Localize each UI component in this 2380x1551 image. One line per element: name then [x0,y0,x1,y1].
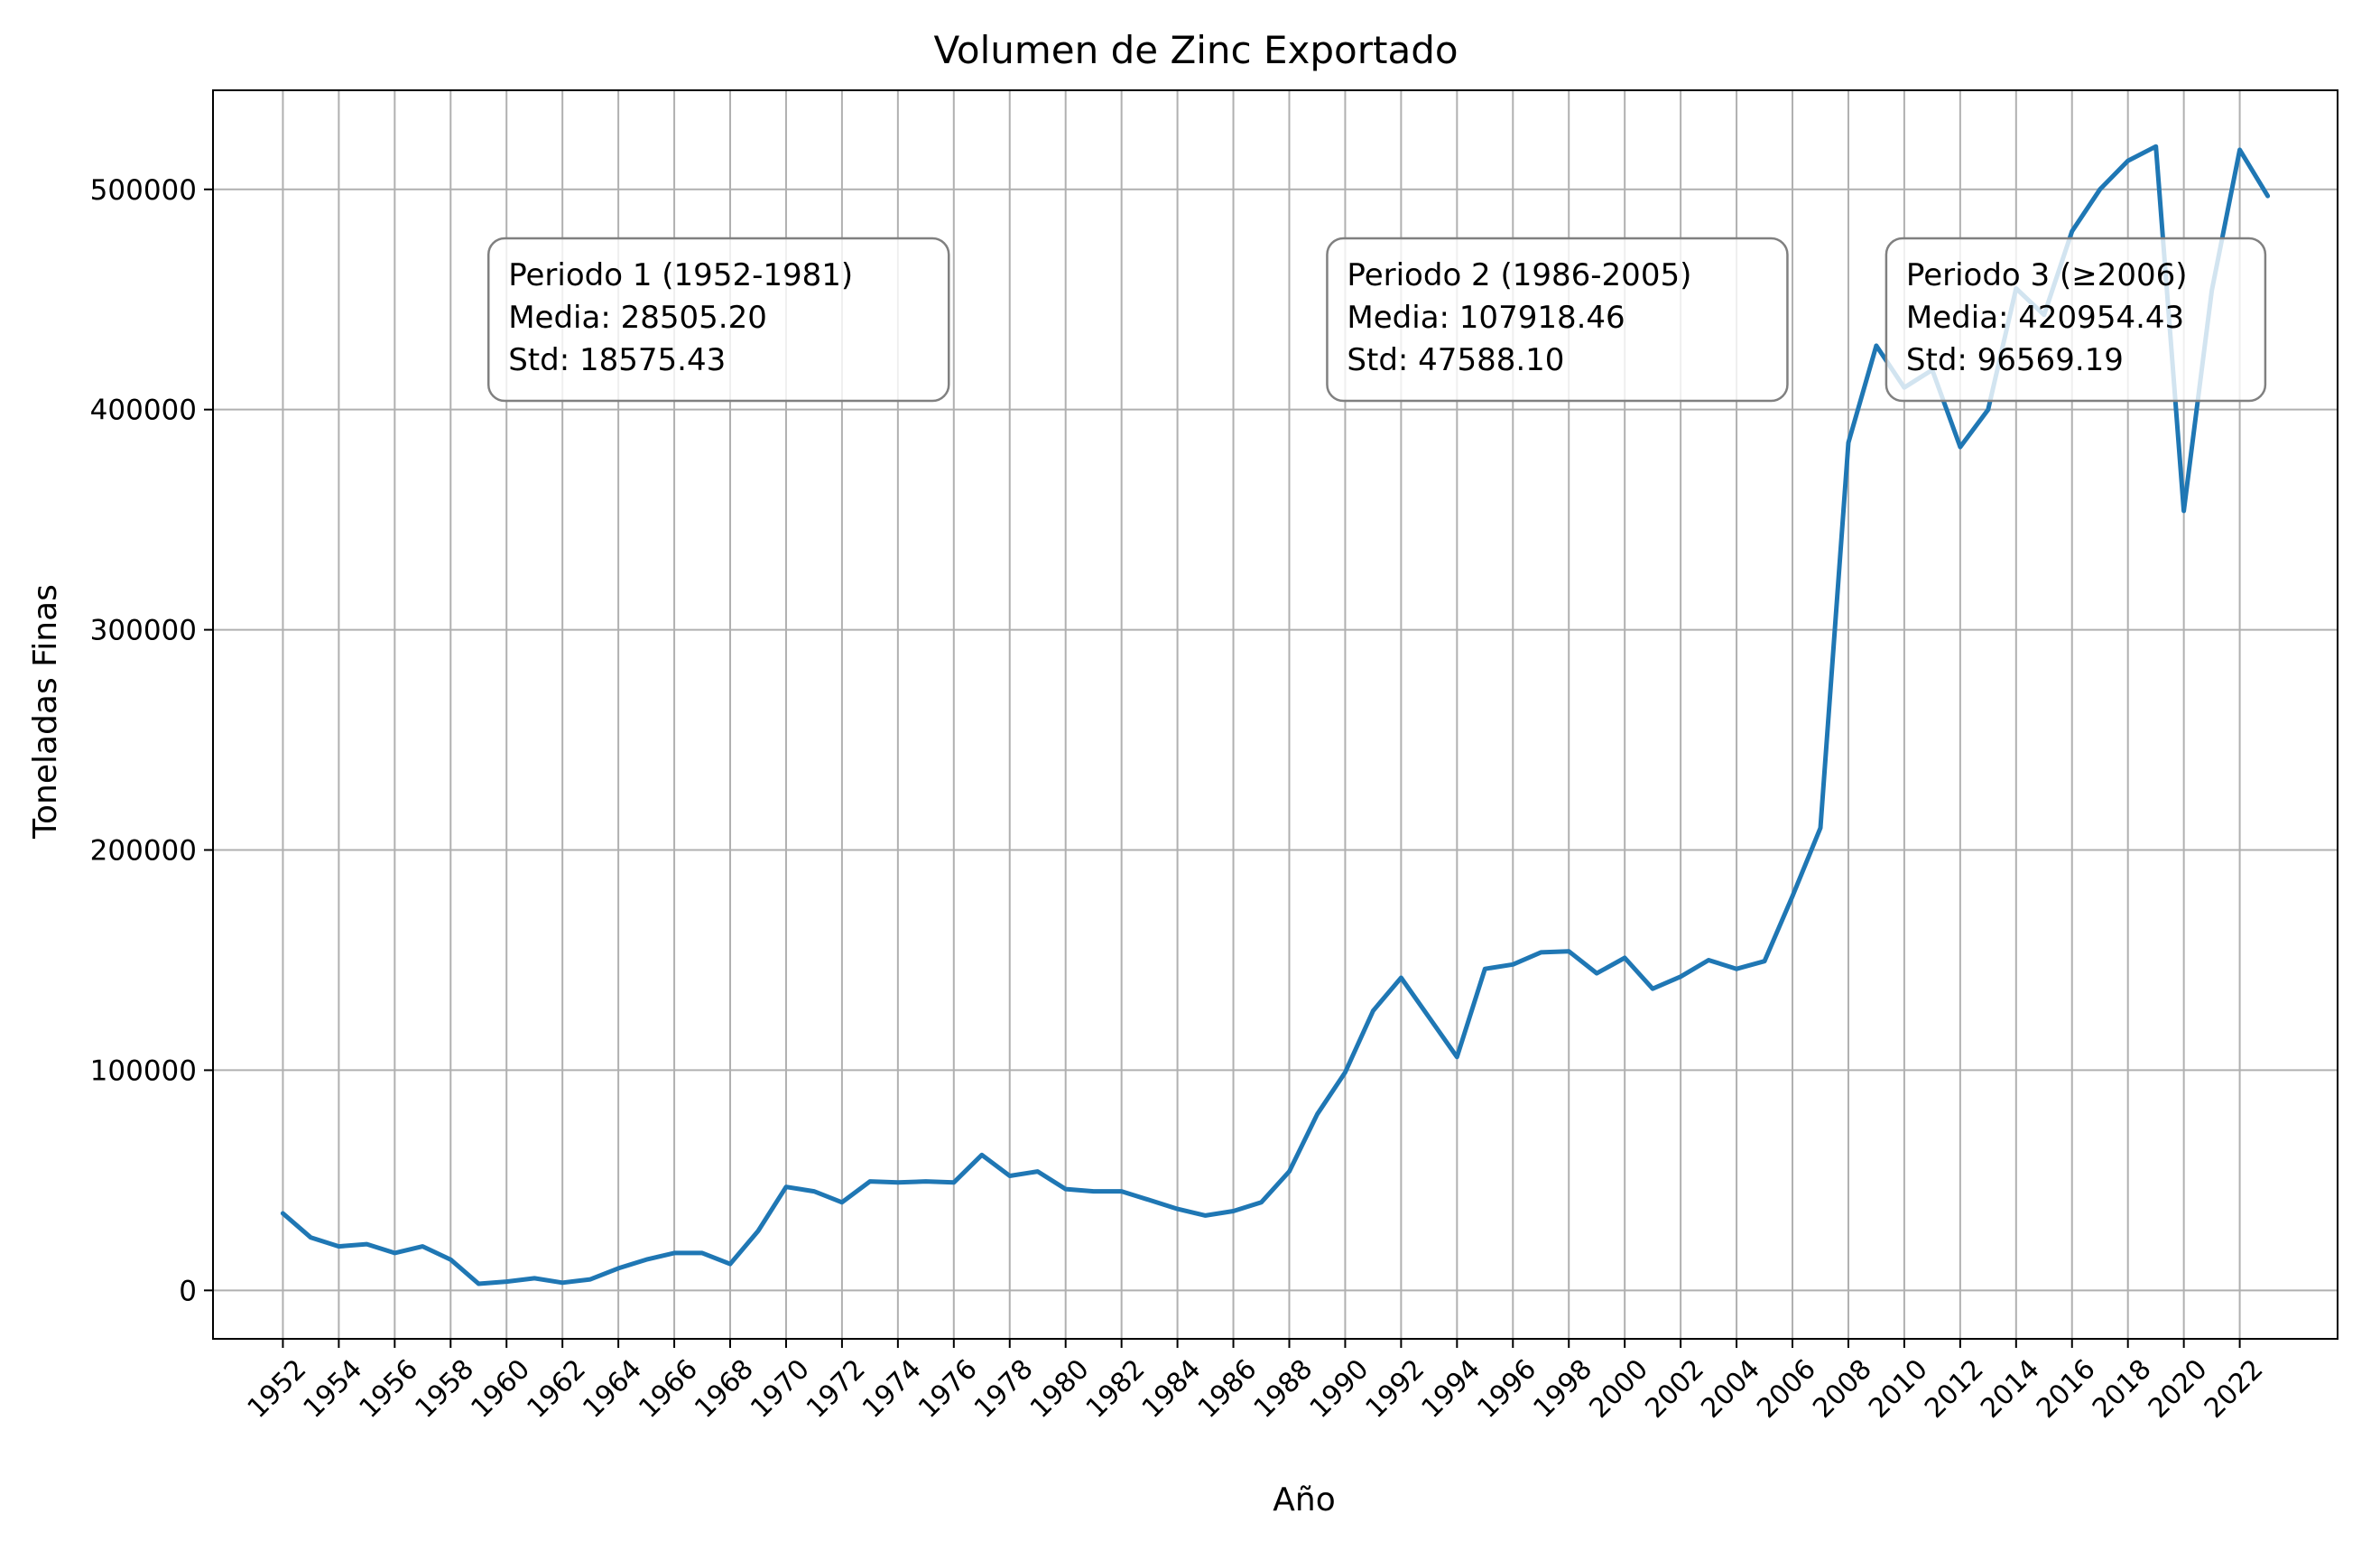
annotation-text: Std: 18575.43 [508,342,726,378]
annotation-frame [1885,237,2267,403]
y-tick-label: 300000 [90,615,197,647]
stats-annotation-box: Periodo 1 (1952-1981) Media: 28505.20 Std:… [486,237,950,403]
stats-annotation-box: Periodo 3 (≥2006) Media: 420954.43 Std: 96… [1885,237,2267,403]
x-axis-label: Año [1273,1481,1335,1518]
y-tick-label: 0 [179,1275,197,1307]
y-tick-label: 400000 [90,395,197,427]
annotations: Periodo 1 (1952-1981) Media: 28505.20 Std:… [486,237,2267,403]
chart-title: Volumen de Zinc Exportado [933,28,1458,72]
annotation-text: Periodo 1 (1952-1981) [508,257,853,293]
stats-annotation-box: Periodo 2 (1986-2005) Media: 107918.46 Std… [1326,237,1789,403]
annotation-frame [486,237,950,403]
annotation-frame [1326,237,1789,403]
y-tick-label: 500000 [90,174,197,207]
annotation-text: Std: 47588.10 [1347,342,1564,378]
y-tick-label: 100000 [90,1054,197,1087]
y-axis-label: Toneladas Finas [27,584,64,840]
annotation-text: Media: 420954.43 [1906,300,2184,336]
annotation-text: Media: 107918.46 [1347,300,1625,336]
annotation-text: Std: 96569.19 [1906,342,2124,378]
y-tick-label: 200000 [90,835,197,868]
annotation-text: Media: 28505.20 [508,300,767,336]
annotation-text: Periodo 3 (≥2006) [1906,257,2188,293]
axes-frame [212,89,2338,1340]
annotation-text: Periodo 2 (1986-2005) [1347,257,1691,293]
